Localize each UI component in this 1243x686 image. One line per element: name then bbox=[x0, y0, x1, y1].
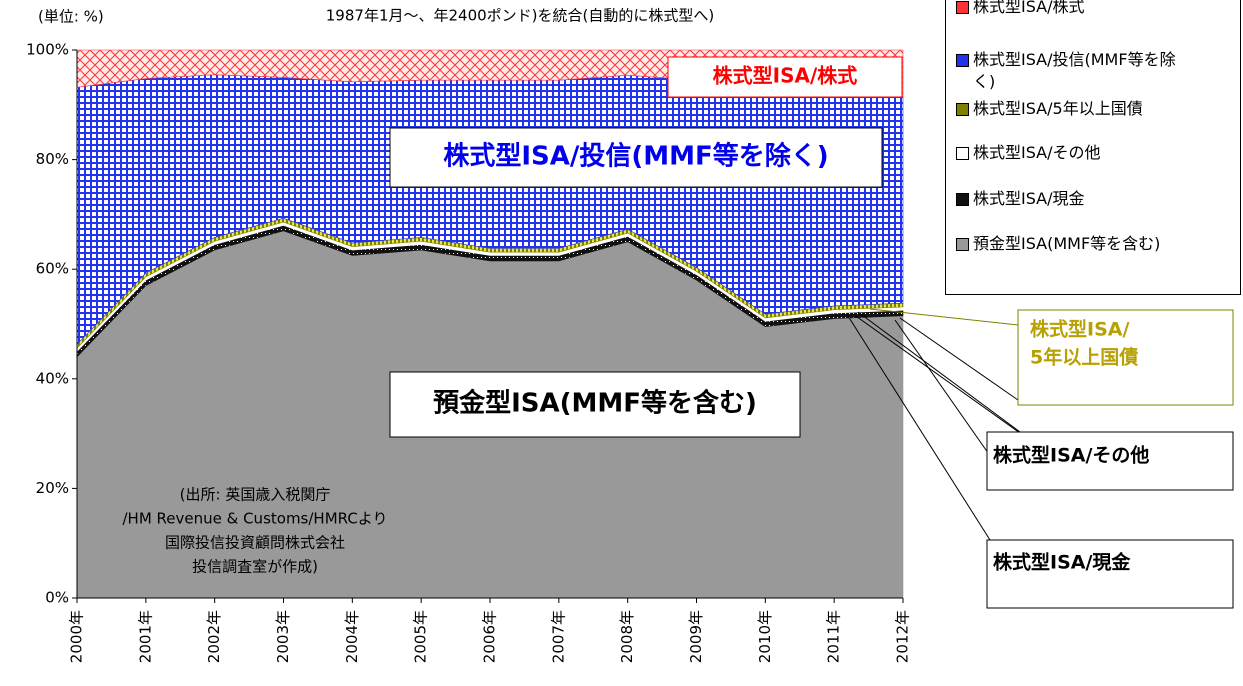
annotation-box bbox=[389, 371, 801, 438]
annotation-text: /HM Revenue & Customs/HMRCより bbox=[122, 510, 387, 528]
y-tick-label: 0% bbox=[45, 589, 69, 607]
annotation-box bbox=[986, 431, 1234, 491]
legend-label: 株式型ISA/株式 bbox=[973, 0, 1085, 16]
annotation-text: 株式型ISA/その他 bbox=[993, 444, 1149, 467]
legend-swatch bbox=[956, 103, 969, 116]
annotation-text: 国際投信投資顧問株式会社 bbox=[165, 534, 345, 552]
annotation-text: (出所: 英国歳入税関庁 bbox=[180, 486, 331, 504]
legend-label: 株式型ISA/現金 bbox=[973, 189, 1085, 208]
x-tick-label: 2008年 bbox=[618, 610, 636, 663]
legend-label: 株式型ISA/投信(MMF等を除く) bbox=[973, 50, 1176, 91]
annotation-text: 預金型ISA(MMF等を含む) bbox=[433, 388, 757, 419]
y-unit-label: (単位: %) bbox=[38, 8, 104, 26]
legend-item: 株式型ISA/その他 bbox=[956, 142, 1196, 164]
legend: 株式型ISA/株式株式型ISA/投信(MMF等を除く) 株式型ISA/5年以上国債… bbox=[945, 0, 1241, 295]
legend-item: 株式型ISA/5年以上国債 bbox=[956, 98, 1196, 120]
x-tick-label: 2002年 bbox=[205, 610, 223, 663]
x-tick-label: 2004年 bbox=[343, 610, 361, 663]
legend-swatch bbox=[956, 1, 969, 14]
leader-line bbox=[857, 311, 1021, 433]
annotation-text: 株式型ISA/投信(MMF等を除く) bbox=[443, 141, 828, 172]
x-tick-label: 2003年 bbox=[274, 610, 292, 663]
x-tick-label: 2000年 bbox=[68, 610, 86, 663]
annotation-box bbox=[667, 56, 903, 98]
legend-swatch bbox=[956, 147, 969, 160]
legend-swatch bbox=[956, 193, 969, 206]
legend-swatch bbox=[956, 238, 969, 251]
x-tick-label: 2005年 bbox=[412, 610, 430, 663]
y-tick-label: 60% bbox=[36, 260, 69, 278]
leader-line bbox=[847, 315, 991, 541]
x-tick-label: 2007年 bbox=[549, 610, 567, 663]
y-tick-label: 80% bbox=[36, 150, 69, 168]
annotation-text: 株式型ISA/現金 bbox=[993, 551, 1131, 574]
annotation-text: 株式型ISA/ bbox=[1030, 318, 1129, 341]
x-tick-label: 2001年 bbox=[136, 610, 154, 663]
legend-item: 預金型ISA(MMF等を含む) bbox=[956, 233, 1196, 255]
x-tick-label: 2006年 bbox=[481, 610, 499, 663]
leader-line bbox=[869, 308, 1019, 326]
legend-label: 株式型ISA/その他 bbox=[973, 143, 1101, 162]
y-tick-label: 20% bbox=[36, 479, 69, 497]
x-tick-label: 2009年 bbox=[687, 610, 705, 663]
annotation-text: 5年以上国債 bbox=[1030, 346, 1138, 369]
subtitle: 1987年1月〜、年2400ポンド)を統合(自動的に株式型へ) bbox=[326, 7, 714, 25]
leader-line bbox=[899, 317, 1019, 401]
x-tick-label: 2012年 bbox=[894, 610, 912, 663]
annotation-box bbox=[1017, 309, 1234, 406]
annotation-box bbox=[986, 539, 1234, 609]
legend-item: 株式型ISA/株式 bbox=[956, 0, 1196, 18]
legend-label: 預金型ISA(MMF等を含む) bbox=[973, 234, 1161, 253]
annotation-text: 株式型ISA/株式 bbox=[713, 64, 858, 88]
x-tick-label: 2010年 bbox=[756, 610, 774, 663]
y-tick-label: 40% bbox=[36, 369, 69, 387]
legend-item: 株式型ISA/投信(MMF等を除く) bbox=[956, 49, 1196, 93]
legend-label: 株式型ISA/5年以上国債 bbox=[973, 99, 1143, 118]
legend-swatch bbox=[956, 54, 969, 67]
legend-item: 株式型ISA/現金 bbox=[956, 188, 1196, 210]
annotation-text: 投信調査室が作成) bbox=[192, 558, 318, 576]
x-tick-label: 2011年 bbox=[825, 610, 843, 663]
leader-line bbox=[894, 319, 1001, 471]
y-tick-label: 100% bbox=[26, 41, 69, 59]
annotation-box bbox=[389, 127, 883, 188]
